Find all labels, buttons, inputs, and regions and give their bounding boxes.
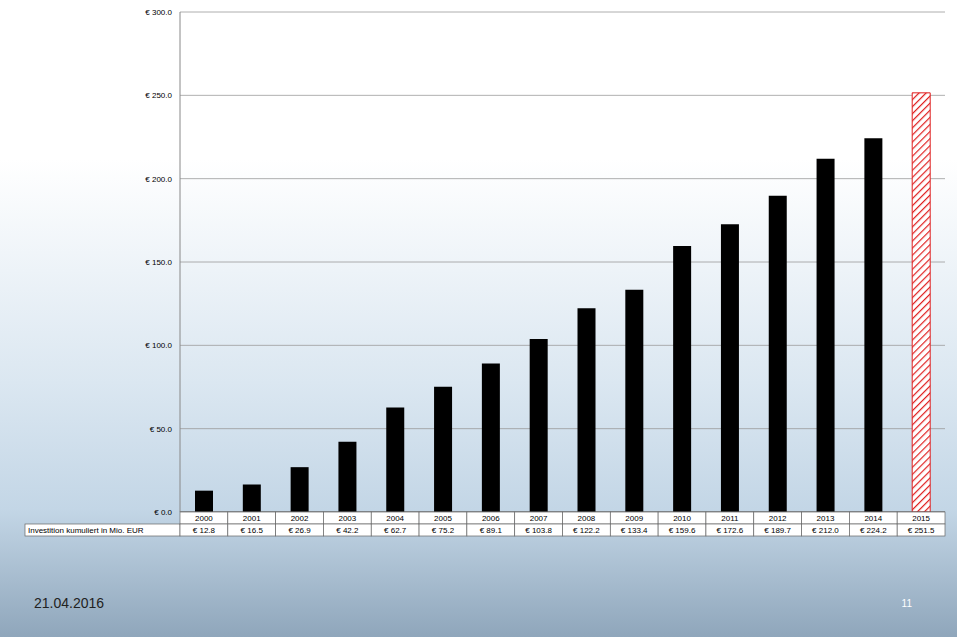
svg-text:2009: 2009 — [625, 514, 643, 523]
svg-text:2001: 2001 — [243, 514, 261, 523]
svg-text:2006: 2006 — [482, 514, 500, 523]
svg-text:€ 26.9: € 26.9 — [288, 526, 311, 535]
svg-text:€ 250.0: € 250.0 — [145, 91, 172, 100]
svg-text:2003: 2003 — [338, 514, 356, 523]
svg-text:€ 16.5: € 16.5 — [241, 526, 264, 535]
svg-text:€ 103.8: € 103.8 — [525, 526, 552, 535]
svg-text:€ 100.0: € 100.0 — [145, 341, 172, 350]
svg-text:2004: 2004 — [386, 514, 404, 523]
svg-text:€ 251.5: € 251.5 — [908, 526, 935, 535]
svg-text:€ 42.2: € 42.2 — [336, 526, 359, 535]
svg-text:2015: 2015 — [912, 514, 930, 523]
svg-text:€ 200.0: € 200.0 — [145, 175, 172, 184]
svg-text:€ 189.7: € 189.7 — [764, 526, 791, 535]
svg-text:€ 224.2: € 224.2 — [860, 526, 887, 535]
svg-text:€ 172.6: € 172.6 — [716, 526, 743, 535]
svg-text:€ 0.0: € 0.0 — [154, 508, 172, 517]
svg-text:2012: 2012 — [769, 514, 787, 523]
svg-text:2013: 2013 — [817, 514, 835, 523]
svg-text:€ 150.0: € 150.0 — [145, 258, 172, 267]
svg-text:2010: 2010 — [673, 514, 691, 523]
svg-text:€ 159.6: € 159.6 — [669, 526, 696, 535]
svg-text:2014: 2014 — [864, 514, 882, 523]
svg-text:2002: 2002 — [291, 514, 309, 523]
svg-text:€ 122.2: € 122.2 — [573, 526, 600, 535]
svg-text:2005: 2005 — [434, 514, 452, 523]
svg-text:2008: 2008 — [578, 514, 596, 523]
svg-text:€ 50.0: € 50.0 — [150, 425, 173, 434]
svg-text:€ 212.0: € 212.0 — [812, 526, 839, 535]
svg-text:€ 300.0: € 300.0 — [145, 8, 172, 17]
svg-text:€ 12.8: € 12.8 — [193, 526, 216, 535]
svg-text:€ 75.2: € 75.2 — [432, 526, 455, 535]
svg-text:€ 133.4: € 133.4 — [621, 526, 648, 535]
svg-text:Investition kumuliert in Mio.: Investition kumuliert in Mio. EUR — [28, 526, 144, 535]
html-text:11: 11 — [901, 598, 912, 609]
svg-text:€ 89.1: € 89.1 — [480, 526, 503, 535]
svg-text:2000: 2000 — [195, 514, 213, 523]
svg-text:2007: 2007 — [530, 514, 548, 523]
svg-text:2011: 2011 — [721, 514, 739, 523]
svg-text:€ 62.7: € 62.7 — [384, 526, 407, 535]
html-text:21.04.2016: 21.04.2016 — [34, 595, 105, 611]
